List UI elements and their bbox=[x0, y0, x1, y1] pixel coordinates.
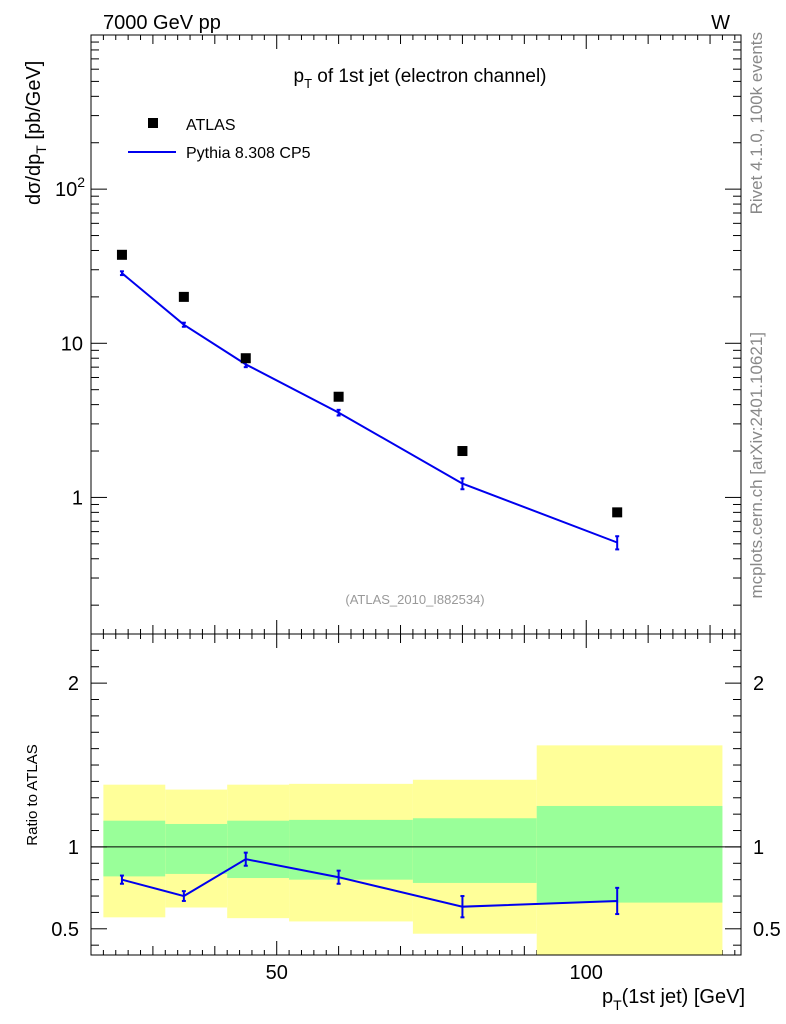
x-tick-label: 100 bbox=[570, 962, 603, 984]
x-axis-label: pT(1st jet) [GeV] bbox=[602, 986, 745, 1013]
x-tick-label: 50 bbox=[266, 962, 288, 984]
legend: ATLAS Pythia 8.308 CP5 bbox=[128, 117, 311, 162]
uncertainty-band-inner bbox=[412, 818, 537, 883]
uncertainty-band-inner bbox=[536, 805, 723, 903]
atlas-data-point bbox=[612, 507, 623, 518]
ratio-y-tick-label: 2 bbox=[68, 673, 79, 695]
atlas-data-point bbox=[240, 353, 251, 364]
ratio-y-tick-label: 0.5 bbox=[753, 919, 781, 941]
atlas-data-point bbox=[333, 391, 344, 402]
atlas-data-point bbox=[116, 249, 127, 260]
y-tick-label: 10 bbox=[61, 333, 83, 355]
ratio-y-tick-label: 2 bbox=[753, 673, 764, 695]
chart-title: pT of 1st jet (electron channel) bbox=[294, 66, 547, 91]
source-info: mcplots.cern.ch [arXiv:2401.10621] bbox=[747, 332, 766, 598]
energy-label: 7000 GeV pp bbox=[103, 12, 221, 34]
process-label: W bbox=[711, 12, 730, 34]
uncertainty-band-inner bbox=[165, 823, 228, 874]
y-tick-label: 1 bbox=[72, 487, 83, 509]
legend-label-atlas: ATLAS bbox=[186, 117, 236, 134]
main-panel: 1 10 102 bbox=[55, 34, 742, 955]
ratio-pythia-line bbox=[121, 858, 618, 908]
generator-info: Rivet 4.1.0, 100k events bbox=[747, 32, 766, 214]
uncertainty-band-inner bbox=[289, 819, 413, 880]
pythia-line bbox=[121, 272, 618, 544]
y-tick-label: 102 bbox=[55, 174, 85, 201]
ratio-panel: 50 100 0.5 0.5 1 1 2 2 bbox=[51, 633, 781, 984]
ratio-y-tick-label: 1 bbox=[68, 837, 79, 859]
ratio-axis-label: Ratio to ATLAS bbox=[24, 744, 41, 845]
legend-marker-atlas bbox=[148, 118, 158, 128]
ratio-y-tick-label: 1 bbox=[753, 837, 764, 859]
uncertainty-band-inner bbox=[103, 820, 166, 877]
atlas-data-point bbox=[457, 446, 468, 457]
atlas-data-point bbox=[178, 291, 189, 302]
ratio-frame bbox=[90, 633, 742, 956]
analysis-reference: (ATLAS_2010_I882534) bbox=[345, 592, 484, 607]
uncertainty-band-inner bbox=[227, 820, 290, 879]
ratio-y-tick-label: 0.5 bbox=[51, 919, 79, 941]
legend-label-pythia: Pythia 8.308 CP5 bbox=[186, 145, 311, 162]
y-axis-label: dσ/dpT [pb/GeV] bbox=[23, 61, 49, 205]
